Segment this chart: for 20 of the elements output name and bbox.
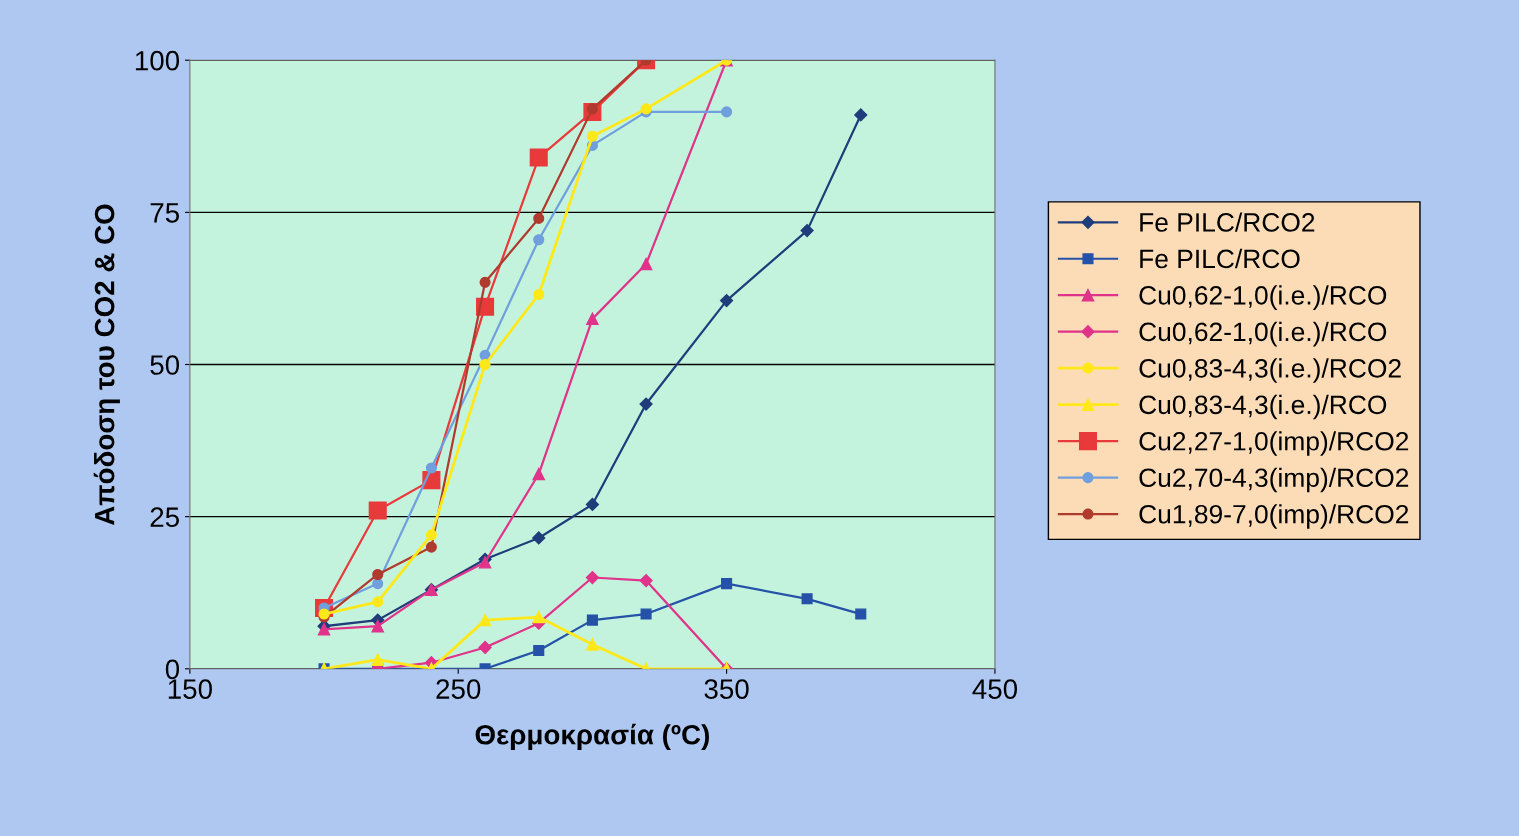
x-tick-label: 350 bbox=[704, 679, 749, 699]
legend-label: Cu2,70-4,3(imp)/RCO2 bbox=[1139, 467, 1409, 493]
legend-label: Cu0,62-1,0(i.e.)/RCO bbox=[1139, 321, 1387, 347]
x-axis-title: Θερμοκρασία (ºC) bbox=[475, 723, 709, 751]
y-tick-label: 50 bbox=[150, 355, 180, 375]
legend-label: Cu1,89-7,0(imp)/RCO2 bbox=[1139, 504, 1409, 529]
x-tick-label: 450 bbox=[972, 679, 1018, 699]
y-axis-title: Απόδοση του CO2 & CO bbox=[93, 204, 120, 526]
legend-label: Fe PILC/RCO bbox=[1140, 248, 1300, 269]
y-tick-label: 100 bbox=[135, 50, 180, 71]
y-tick-label: 0 bbox=[165, 659, 180, 680]
x-tick-label: 150 bbox=[168, 679, 212, 699]
legend-label: Cu2,27-1,0(imp)/RCO2 bbox=[1139, 431, 1409, 456]
y-tick-label: 25 bbox=[150, 507, 179, 527]
x-tick-label: 250 bbox=[436, 679, 481, 699]
y-tick-label: 75 bbox=[150, 203, 179, 223]
legend-label: Cu0,83-4,3(i.e.)/RCO bbox=[1139, 394, 1387, 420]
legend-label: Fe PILC/RCO2 bbox=[1140, 212, 1315, 232]
legend-label: Cu0,83-4,3(i.e.)/RCO2 bbox=[1139, 358, 1401, 383]
legend-label: Cu0,62-1,0(i.e.)/RCO bbox=[1139, 285, 1387, 310]
